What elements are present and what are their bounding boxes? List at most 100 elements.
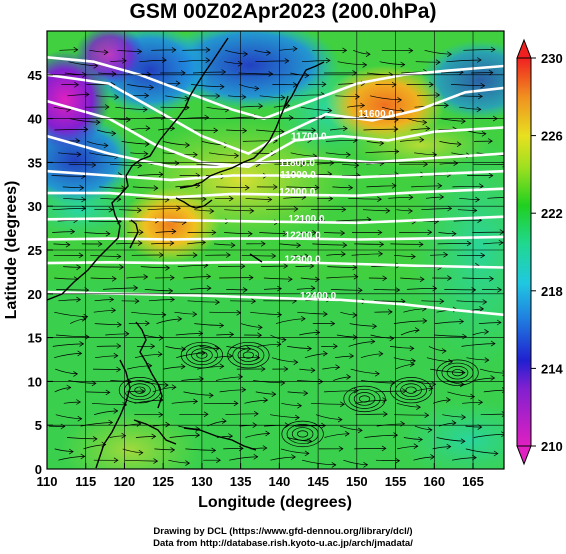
streamline bbox=[152, 386, 176, 393]
streamline bbox=[337, 61, 367, 66]
streamline bbox=[151, 242, 174, 245]
streamline-arrow bbox=[251, 298, 257, 304]
streamline-arrow bbox=[372, 323, 378, 330]
streamline-arrow bbox=[346, 374, 352, 380]
streamline bbox=[433, 334, 467, 337]
streamline-arrow bbox=[277, 311, 283, 318]
streamline-arrow bbox=[378, 351, 384, 357]
colorbar-tick-label: 230 bbox=[541, 51, 563, 66]
streamline-arrow bbox=[385, 208, 391, 214]
streamline bbox=[156, 318, 182, 324]
streamline bbox=[300, 277, 320, 280]
streamline-arrow bbox=[193, 151, 198, 158]
streamline-arrow bbox=[276, 341, 282, 347]
streamline bbox=[175, 185, 200, 188]
streamline bbox=[440, 118, 466, 122]
credit-data: Data from http://database.rish.kyoto-u.a… bbox=[153, 538, 413, 549]
streamline bbox=[296, 287, 315, 290]
streamline-arrow bbox=[293, 206, 299, 212]
streamline-arrow bbox=[470, 393, 476, 400]
streamline bbox=[483, 242, 503, 245]
streamline bbox=[339, 425, 363, 431]
streamline-arrow bbox=[257, 332, 263, 338]
streamline-arrow bbox=[229, 331, 235, 338]
y-tick-label: 5 bbox=[35, 418, 42, 433]
streamline-arrow bbox=[349, 353, 355, 359]
streamline bbox=[349, 323, 377, 327]
streamline-arrow bbox=[459, 381, 465, 388]
streamline-arrow bbox=[484, 357, 490, 363]
streamline bbox=[155, 231, 176, 233]
streamline-arrow bbox=[79, 341, 85, 347]
streamline-arrow bbox=[192, 252, 198, 258]
credits: Drawing by DCL (https://www.gfd-dennou.o… bbox=[0, 526, 566, 550]
streamline bbox=[94, 299, 114, 302]
streamline-eddy bbox=[232, 345, 265, 366]
streamline-arrow bbox=[60, 423, 66, 430]
streamline bbox=[335, 355, 354, 359]
streamline bbox=[244, 399, 268, 404]
streamline-arrow bbox=[490, 375, 496, 381]
x-tick-label: 115 bbox=[75, 474, 96, 489]
streamline-arrow bbox=[153, 458, 159, 464]
streamline bbox=[181, 378, 204, 381]
streamline-arrow bbox=[201, 350, 206, 356]
streamline-arrow bbox=[414, 327, 420, 333]
streamline bbox=[465, 425, 482, 428]
colorbar-max-arrow bbox=[516, 38, 532, 59]
streamline bbox=[238, 72, 273, 75]
streamline-arrow bbox=[268, 71, 274, 77]
streamline bbox=[354, 399, 387, 404]
streamline-arrow bbox=[240, 263, 246, 269]
streamline-eddy bbox=[400, 383, 422, 397]
streamline bbox=[55, 414, 82, 420]
streamline-arrow bbox=[201, 196, 207, 202]
streamline-arrow bbox=[170, 125, 176, 132]
streamline-arrow bbox=[475, 196, 481, 203]
streamline bbox=[57, 219, 78, 222]
streamline-arrow bbox=[411, 253, 416, 260]
streamline bbox=[58, 456, 85, 461]
streamline bbox=[55, 368, 78, 375]
streamline-arrow bbox=[116, 366, 122, 373]
streamline bbox=[370, 95, 402, 101]
streamline-arrow bbox=[353, 273, 359, 280]
streamline-arrow bbox=[363, 462, 369, 468]
colorbar-tick-label: 210 bbox=[541, 439, 563, 454]
streamline bbox=[95, 95, 119, 98]
streamline bbox=[54, 448, 74, 452]
streamline-arrow bbox=[144, 92, 150, 99]
streamline bbox=[292, 254, 309, 257]
streamline bbox=[135, 436, 156, 438]
streamline-arrow bbox=[216, 457, 221, 463]
streamline-arrow bbox=[139, 388, 145, 394]
streamline bbox=[335, 95, 360, 98]
streamline bbox=[286, 186, 319, 188]
streamline bbox=[280, 448, 309, 454]
streamline bbox=[63, 266, 81, 268]
streamline bbox=[413, 387, 433, 393]
streamline-arrow bbox=[394, 148, 400, 155]
streamline bbox=[127, 84, 154, 88]
streamline bbox=[446, 59, 482, 63]
streamline-arrow bbox=[479, 306, 485, 312]
streamline-arrow bbox=[77, 415, 83, 422]
y-tick-label: 45 bbox=[28, 68, 42, 83]
streamline-arrow bbox=[79, 185, 85, 191]
streamline-arrow bbox=[488, 172, 494, 179]
contour-label: 12200.0 bbox=[285, 231, 322, 242]
streamline-arrow bbox=[84, 334, 90, 340]
streamline bbox=[226, 129, 247, 132]
streamline-arrow bbox=[113, 352, 119, 359]
height-contour-line bbox=[47, 99, 504, 169]
streamline-arrow bbox=[315, 329, 321, 336]
streamline-arrow bbox=[472, 454, 477, 461]
streamline bbox=[190, 84, 225, 88]
streamline bbox=[322, 366, 340, 370]
streamline bbox=[69, 118, 100, 123]
streamline-arrow bbox=[498, 239, 504, 246]
streamline-arrow bbox=[321, 81, 327, 88]
streamline-arrow bbox=[215, 93, 221, 99]
streamline bbox=[324, 433, 350, 438]
streamline bbox=[80, 422, 113, 427]
